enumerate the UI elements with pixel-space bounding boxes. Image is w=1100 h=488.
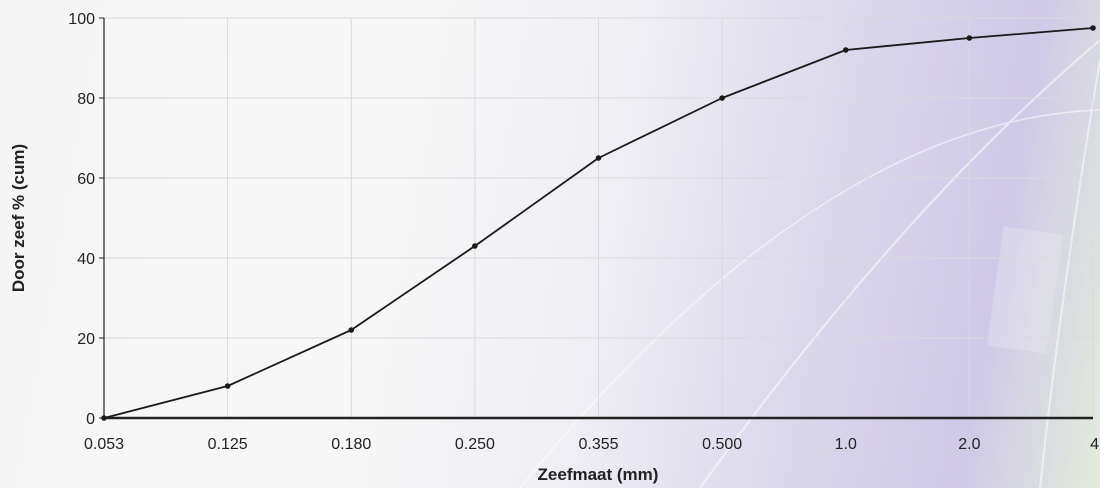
background-decoration <box>519 39 1100 488</box>
y-axis-label: Door zeef % (cum) <box>9 144 28 292</box>
axes <box>103 18 1093 420</box>
x-tick-label: 2.0 <box>958 436 980 453</box>
data-point <box>1090 25 1096 31</box>
x-tick-label: 0.053 <box>84 436 124 453</box>
y-tick-label: 80 <box>77 91 95 108</box>
data-point <box>719 95 725 101</box>
y-tick-label: 0 <box>86 411 95 428</box>
x-tick-label: 1.0 <box>835 436 857 453</box>
data-point <box>472 243 478 249</box>
x-tick-label: 0.125 <box>208 436 248 453</box>
x-tick-labels: 0.053 0.125 0.180 0.250 0.355 0.500 1.0 2.0 4 <box>84 436 1099 453</box>
grid <box>104 17 1094 418</box>
x-tick-label: 4 <box>1090 436 1099 453</box>
y-tick-label: 100 <box>68 11 95 28</box>
data-point <box>842 47 849 53</box>
x-tick-label: 0.355 <box>578 436 618 453</box>
data-point <box>224 383 231 389</box>
data-point <box>348 327 355 333</box>
y-tick-labels: 0 20 40 60 80 100 <box>68 11 104 428</box>
x-tick-label: 0.250 <box>455 436 495 453</box>
y-tick-label: 60 <box>77 171 95 188</box>
x-axis-label: Zeefmaat (mm) <box>538 465 659 484</box>
y-tick-label: 40 <box>77 251 95 268</box>
data-point <box>595 155 602 161</box>
x-tick-label: 0.500 <box>702 436 742 453</box>
data-points <box>101 25 1096 421</box>
x-tick-label: 0.180 <box>331 436 371 453</box>
data-point <box>966 35 973 41</box>
y-tick-label: 20 <box>77 331 95 348</box>
